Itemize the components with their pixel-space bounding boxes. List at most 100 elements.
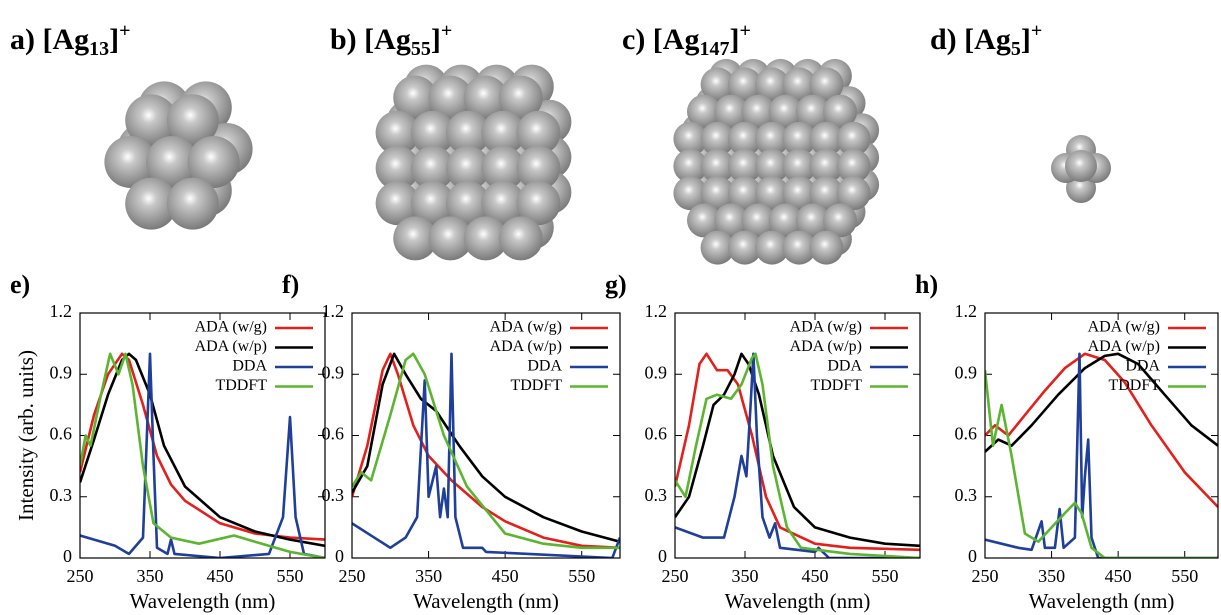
y-tick-label: 0.9 bbox=[955, 362, 978, 382]
x-axis-label: Wavelength (nm) bbox=[725, 589, 871, 613]
y-tick-label: 0.3 bbox=[645, 485, 668, 505]
title-suffix: ] bbox=[1021, 23, 1031, 56]
atom bbox=[809, 231, 843, 265]
x-tick-label: 250 bbox=[972, 566, 999, 586]
y-tick-label: 1.2 bbox=[50, 301, 73, 321]
title-size: 147 bbox=[699, 38, 729, 60]
panel-label: f) bbox=[282, 270, 299, 299]
x-tick-label: 350 bbox=[732, 566, 759, 586]
y-tick-label: 0 bbox=[335, 546, 344, 566]
panel-title: d) [Ag5]+ bbox=[930, 20, 1042, 60]
y-tick-label: 0 bbox=[63, 546, 72, 566]
line-series bbox=[352, 354, 620, 558]
legend-label: ADA (w/g) bbox=[1088, 319, 1160, 336]
title-charge: + bbox=[119, 20, 130, 42]
legend-label: TDDFT bbox=[510, 377, 562, 394]
legend-label: DDA bbox=[827, 358, 862, 375]
x-tick-label: 350 bbox=[1038, 566, 1065, 586]
panel-title: c) [Ag147]+ bbox=[622, 20, 751, 60]
x-tick-label: 450 bbox=[1105, 566, 1132, 586]
y-tick-label: 0.9 bbox=[50, 362, 73, 382]
line-series bbox=[352, 354, 620, 548]
panel-label: g) bbox=[605, 270, 627, 299]
plot-frame bbox=[352, 313, 620, 558]
title-charge: + bbox=[739, 20, 750, 42]
title-prefix: d) [Ag bbox=[930, 23, 1011, 56]
y-tick-label: 0 bbox=[658, 546, 667, 566]
y-tick-label: 0.3 bbox=[50, 485, 73, 505]
line-series bbox=[80, 354, 325, 558]
title-charge: + bbox=[1031, 20, 1042, 42]
panel-title: a) [Ag13]+ bbox=[10, 20, 131, 60]
title-suffix: ] bbox=[109, 23, 119, 56]
atom bbox=[1065, 150, 1097, 182]
title-suffix: ] bbox=[729, 23, 739, 56]
title-prefix: a) [Ag bbox=[10, 23, 89, 56]
y-tick-label: 0.9 bbox=[645, 362, 668, 382]
line-series bbox=[985, 354, 1218, 507]
y-tick-label: 0 bbox=[968, 546, 977, 566]
x-tick-label: 550 bbox=[568, 566, 595, 586]
y-tick-label: 1.2 bbox=[955, 301, 978, 321]
title-size: 13 bbox=[89, 38, 109, 60]
y-tick-label: 0.6 bbox=[322, 424, 345, 444]
x-tick-label: 450 bbox=[492, 566, 519, 586]
y-tick-label: 0.3 bbox=[955, 485, 978, 505]
panel-label: h) bbox=[915, 270, 938, 299]
line-series bbox=[985, 370, 1218, 558]
line-series bbox=[675, 354, 920, 546]
title-size: 5 bbox=[1011, 38, 1021, 60]
legend-label: ADA (w/g) bbox=[790, 319, 862, 336]
x-tick-label: 350 bbox=[137, 566, 164, 586]
x-tick-label: 450 bbox=[802, 566, 829, 586]
y-tick-label: 1.2 bbox=[322, 301, 345, 321]
legend-label: ADA (w/g) bbox=[490, 319, 562, 336]
title-suffix: ] bbox=[431, 23, 441, 56]
title-charge: + bbox=[441, 20, 452, 42]
legend-label: TDDFT bbox=[1108, 377, 1160, 394]
panel-title: b) [Ag55]+ bbox=[330, 20, 452, 60]
x-axis-label: Wavelength (nm) bbox=[413, 589, 559, 613]
y-tick-label: 1.2 bbox=[645, 301, 668, 321]
x-axis-label: Wavelength (nm) bbox=[130, 589, 276, 613]
x-tick-label: 250 bbox=[67, 566, 94, 586]
legend-label: ADA (w/p) bbox=[790, 338, 862, 355]
legend-label: DDA bbox=[1125, 358, 1160, 375]
legend-label: DDA bbox=[232, 358, 267, 375]
title-size: 55 bbox=[411, 38, 431, 60]
line-series bbox=[675, 354, 920, 558]
figure: a) [Ag13]+b) [Ag55]+c) [Ag147]+d) [Ag5]+… bbox=[0, 0, 1221, 615]
x-tick-label: 250 bbox=[339, 566, 366, 586]
line-series bbox=[675, 354, 920, 558]
title-prefix: b) [Ag bbox=[330, 23, 411, 56]
line-series bbox=[985, 354, 1218, 452]
line-series bbox=[352, 354, 620, 542]
title-prefix: c) [Ag bbox=[622, 23, 699, 56]
legend-label: ADA (w/p) bbox=[195, 338, 267, 355]
line-series bbox=[352, 354, 620, 548]
x-tick-label: 250 bbox=[662, 566, 689, 586]
line-series bbox=[985, 354, 1218, 558]
y-axis-label: Intensity (arb. units) bbox=[14, 350, 38, 521]
legend-label: ADA (w/p) bbox=[1088, 338, 1160, 355]
y-tick-label: 0.3 bbox=[322, 485, 345, 505]
legend-label: TDDFT bbox=[810, 377, 862, 394]
legend-label: DDA bbox=[527, 358, 562, 375]
legend-label: ADA (w/g) bbox=[195, 319, 267, 336]
atom bbox=[167, 178, 219, 230]
line-series bbox=[675, 354, 920, 550]
y-tick-label: 0.9 bbox=[322, 362, 345, 382]
x-tick-label: 550 bbox=[1171, 566, 1198, 586]
x-axis-label: Wavelength (nm) bbox=[1029, 589, 1175, 613]
x-tick-label: 350 bbox=[415, 566, 442, 586]
legend-label: TDDFT bbox=[215, 377, 267, 394]
x-tick-label: 550 bbox=[277, 566, 304, 586]
y-tick-label: 0.6 bbox=[955, 424, 978, 444]
panel-label: e) bbox=[10, 270, 30, 299]
legend-label: ADA (w/p) bbox=[490, 338, 562, 355]
x-tick-label: 450 bbox=[207, 566, 234, 586]
y-tick-label: 0.6 bbox=[50, 424, 73, 444]
y-tick-label: 0.6 bbox=[645, 424, 668, 444]
x-tick-label: 550 bbox=[872, 566, 899, 586]
atom bbox=[499, 216, 543, 260]
